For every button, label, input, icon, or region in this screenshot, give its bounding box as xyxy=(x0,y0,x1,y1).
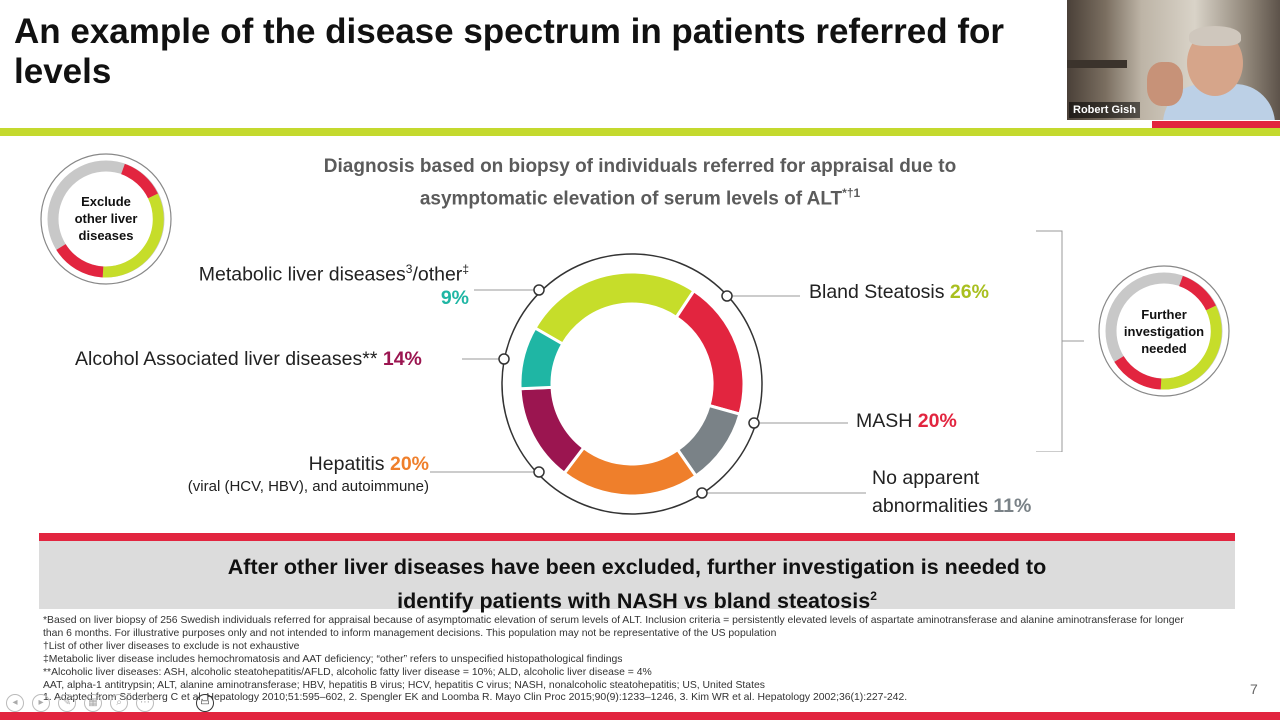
webcam-video-tile[interactable]: Robert Gish xyxy=(1067,0,1280,120)
conclusion-line1: After other liver diseases have been exc… xyxy=(227,555,1047,579)
chart-subtitle-line2: asymptomatic elevation of serum levels o… xyxy=(240,180,1040,212)
slide-title-line2: levels xyxy=(14,52,112,91)
exclude-donut xyxy=(39,152,173,291)
further-donut-label: Further investigation needed xyxy=(1114,306,1214,357)
exclude-label-line3: diseases xyxy=(78,228,134,243)
leader-dot-metabolic xyxy=(533,284,545,296)
conclusion-line2-sup: 2 xyxy=(870,589,877,603)
accent-band-red-bottom xyxy=(0,712,1280,720)
leader-dot-mash xyxy=(748,417,760,429)
leader-lines xyxy=(430,289,866,494)
footnote-line: 1. Adapted from Söderberg C et al. Hepat… xyxy=(43,692,908,704)
further-label-line3: needed xyxy=(1141,341,1187,356)
label-hepatitis: Hepatitis 20% (viral (HCV, HBV), and aut… xyxy=(188,453,429,495)
label-mash-pct: 20% xyxy=(917,410,957,432)
label-bland: Bland Steatosis 26% xyxy=(809,281,989,304)
donut-outer-ring xyxy=(501,253,763,515)
label-bland-text: Bland Steatosis xyxy=(809,281,950,303)
label-mash-text: MASH xyxy=(856,410,918,432)
accent-band-red-top xyxy=(1152,121,1280,128)
label-hepatitis-sub: (viral (HCV, HBV), and autoimmune) xyxy=(187,478,429,495)
further-label-line1: Further xyxy=(1141,307,1187,322)
slice-hepatitis xyxy=(562,445,699,498)
label-noabn-pct: 11% xyxy=(993,495,1032,517)
footnote-line: †List of other liver diseases to exclude… xyxy=(43,640,300,652)
pen-icon[interactable]: ✎ xyxy=(58,694,76,712)
further-label-line2: investigation xyxy=(1123,324,1205,339)
label-noabn-line1: No apparent xyxy=(872,467,980,489)
label-metabolic-pct: 9% xyxy=(440,286,469,309)
slice-alcohol xyxy=(518,385,586,476)
donut-slices xyxy=(518,270,746,498)
leader-dot-hepatitis xyxy=(533,466,545,478)
chart-subtitle-sup: *†1 xyxy=(842,186,861,200)
slide-title: An example of the disease spectrum in pa… xyxy=(14,12,1074,92)
label-noabn: No apparent abnormalities 11% xyxy=(872,464,1031,520)
conclusion-line2: identify patients with NASH vs bland ste… xyxy=(397,589,871,614)
webcam-shelf xyxy=(1067,60,1127,68)
label-hepatitis-text: Hepatitis xyxy=(308,453,390,475)
label-metabolic-sup2: ‡ xyxy=(462,262,469,276)
bracket-connector xyxy=(1036,230,1084,452)
label-noabn-line2: abnormalities xyxy=(872,495,994,517)
label-metabolic-text: Metabolic liver diseases xyxy=(198,263,406,286)
exclude-label-line2: other liver xyxy=(74,211,138,226)
label-metabolic-sup: 3 xyxy=(405,262,413,276)
video-camera-icon[interactable]: ▭ xyxy=(196,694,214,712)
footnote-line: ‡Metabolic liver disease includes hemoch… xyxy=(43,653,623,665)
further-donut xyxy=(1097,264,1231,403)
slice-bland-steatosis xyxy=(532,270,697,347)
footnote-line: **Alcoholic liver diseases: ASH, alcohol… xyxy=(43,666,652,678)
label-bland-pct: 26% xyxy=(949,281,989,303)
chart-subtitle-line1: Diagnosis based on biopsy of individuals… xyxy=(323,156,957,177)
next-slide-icon[interactable]: ▸ xyxy=(32,694,50,712)
label-alcohol: Alcohol Associated liver diseases** 14% xyxy=(75,348,422,371)
label-alcohol-text: Alcohol Associated liver diseases** xyxy=(75,348,383,370)
footnote-line: *Based on liver biopsy of 256 Swedish in… xyxy=(43,615,1184,626)
label-metabolic-suffix: /other xyxy=(412,263,463,286)
label-alcohol-pct: 14% xyxy=(382,348,422,370)
footnote-line: than 6 months. For illustrative purposes… xyxy=(43,627,777,639)
footnotes: *Based on liver biopsy of 256 Swedish in… xyxy=(43,615,1233,705)
previous-slide-icon[interactable]: ◂ xyxy=(6,694,24,712)
label-metabolic: Metabolic liver diseases3/other‡ 9% xyxy=(199,262,469,310)
more-options-icon[interactable]: ⋯ xyxy=(136,694,154,712)
slides-grid-icon[interactable]: ▦ xyxy=(84,694,102,712)
slide-title-line1: An example of the disease spectrum in pa… xyxy=(14,12,1005,51)
label-hepatitis-pct: 20% xyxy=(389,453,429,475)
label-mash: MASH 20% xyxy=(856,410,957,433)
footnote-line: AAT, alpha-1 antitrypsin; ALT, alanine a… xyxy=(43,679,765,691)
webcam-person-hair xyxy=(1189,26,1241,46)
leader-dot-bland xyxy=(721,290,733,302)
slice-mash xyxy=(674,288,746,416)
chart-subtitle-line2-text: asymptomatic elevation of serum levels o… xyxy=(419,188,843,210)
conclusion-banner: After other liver diseases have been exc… xyxy=(39,533,1235,613)
leader-dot-alcohol xyxy=(498,353,510,365)
slice-metabolic xyxy=(518,325,565,391)
webcam-person-hand xyxy=(1147,62,1183,106)
exclude-donut-graphic xyxy=(40,153,172,285)
leader-dot-noabn xyxy=(696,487,708,499)
leader-dots xyxy=(498,284,760,499)
accent-band-green xyxy=(0,128,1280,136)
exclude-donut-label: Exclude other liver diseases xyxy=(63,193,149,244)
participant-name-label: Robert Gish xyxy=(1069,102,1140,118)
conclusion-banner-text: After other liver diseases have been exc… xyxy=(39,553,1235,616)
exclude-label-line1: Exclude xyxy=(81,194,131,209)
page-number: 7 xyxy=(1250,681,1258,697)
presentation-controls: ◂ ▸ ✎ ▦ ⌕ ⋯ ▭ xyxy=(6,694,226,714)
zoom-icon[interactable]: ⌕ xyxy=(110,694,128,712)
chart-subtitle: Diagnosis based on biopsy of individuals… xyxy=(240,154,1040,212)
further-donut-graphic xyxy=(1098,265,1230,397)
